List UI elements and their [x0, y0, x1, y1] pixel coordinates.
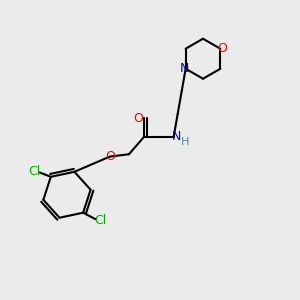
Text: H: H: [181, 137, 189, 147]
Text: O: O: [133, 112, 143, 125]
Text: N: N: [171, 130, 181, 143]
Text: O: O: [217, 42, 227, 55]
Text: Cl: Cl: [95, 214, 107, 227]
Text: O: O: [105, 150, 115, 163]
Text: N: N: [179, 62, 189, 75]
Text: Cl: Cl: [28, 165, 40, 178]
